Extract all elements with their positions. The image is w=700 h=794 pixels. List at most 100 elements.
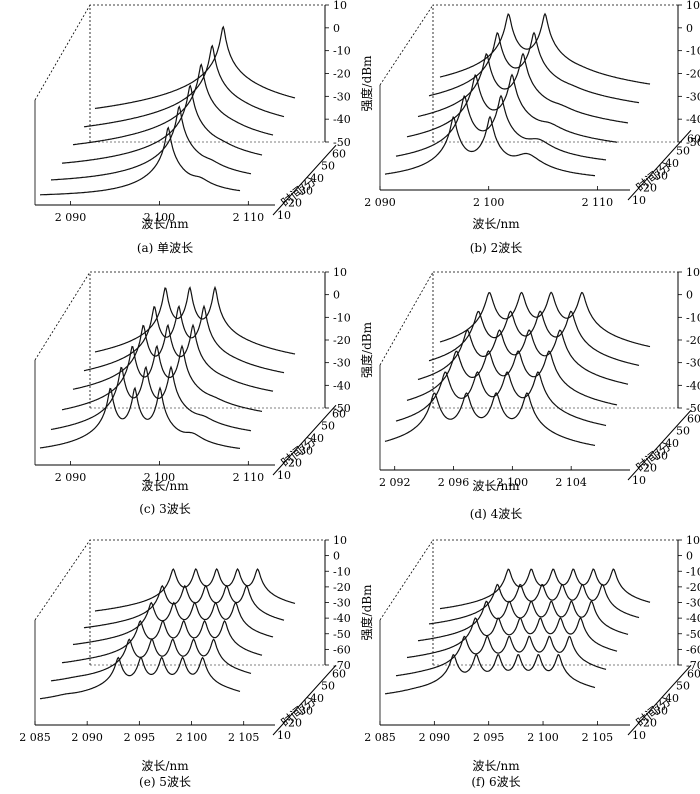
- time-tick-label: 30: [654, 169, 668, 182]
- chart-panel-c: 10 0 -10 -20 -30 -40 -50 强度/dBm 2 090 2 100 2 110 1…: [34, 266, 374, 516]
- wavelength-axis-label: 波长/nm: [472, 759, 520, 773]
- intensity-axis-label: 强度/dBm: [359, 321, 374, 378]
- intensity-tick-label: -50: [686, 628, 700, 641]
- time-tick-label: 10: [632, 729, 646, 742]
- intensity-tick-label: -10: [686, 45, 700, 58]
- left-wall-top-edge: [379, 539, 434, 621]
- panel-caption: (b) 2波长: [470, 241, 523, 255]
- intensity-tick-label: 10: [686, 534, 700, 547]
- time-tick-label: 60: [332, 667, 346, 680]
- time-tick-label: 20: [643, 717, 657, 730]
- time-tick-label: 50: [676, 145, 690, 158]
- intensity-tick-label: -40: [686, 113, 700, 126]
- intensity-tick-label: -20: [686, 334, 700, 347]
- intensity-tick-label: -10: [686, 311, 700, 324]
- panel-caption: (d) 4波长: [470, 507, 523, 521]
- back-wall-frame: [89, 271, 325, 408]
- spectrum-trace-t30: [406, 73, 618, 143]
- time-tick-label: 60: [687, 412, 700, 425]
- intensity-tick-label: -30: [333, 357, 351, 370]
- wavelength-tick-label: 2 105: [228, 731, 260, 744]
- spectrum-trace-t30: [61, 84, 263, 164]
- intensity-tick-label: -30: [686, 597, 700, 610]
- time-tick-label: 10: [277, 209, 291, 222]
- intensity-tick-label: -50: [333, 628, 351, 641]
- intensity-tick-label: 10: [333, 266, 347, 279]
- wavelength-tick-label: 2 092: [379, 476, 411, 489]
- intensity-axis-label: 强度/dBm: [359, 55, 374, 112]
- intensity-tick-label: -50: [686, 136, 700, 149]
- wavelength-tick-label: 2 100: [527, 731, 559, 744]
- wavelength-tick-label: 2 100: [497, 476, 529, 489]
- spectrum-trace-t20: [395, 371, 607, 427]
- intensity-tick-label: -30: [333, 90, 351, 103]
- intensity-tick-label: -50: [333, 136, 351, 149]
- intensity-tick-label: 0: [333, 22, 340, 35]
- spectrum-trace-t10: [384, 115, 595, 177]
- intensity-tick-label: -30: [686, 357, 700, 370]
- spectrum-trace-t30: [61, 619, 263, 664]
- wavelength-tick-label: 2 085: [19, 731, 51, 744]
- wavelength-axis-label: 波长/nm: [141, 759, 189, 773]
- time-axis: [627, 664, 692, 736]
- time-tick-label: 30: [654, 449, 668, 462]
- intensity-tick-label: -20: [686, 581, 700, 594]
- time-tick-label: 50: [321, 680, 335, 693]
- time-tick-label: 30: [299, 444, 313, 457]
- spectrum-trace-t50: [428, 310, 640, 366]
- wavelength-tick-label: 2 090: [419, 731, 451, 744]
- time-tick-label: 60: [332, 407, 346, 420]
- panel-caption: (f) 6波长: [471, 775, 520, 789]
- intensity-tick-label: -20: [333, 581, 351, 594]
- spectrum-trace-t60: [439, 12, 651, 85]
- spectrum-trace-t60: [439, 568, 651, 610]
- time-tick-label: 30: [299, 184, 313, 197]
- time-axis: [272, 144, 337, 216]
- time-tick-label: 20: [643, 462, 657, 475]
- wavelength-axis-label: 波长/nm: [472, 479, 520, 493]
- spectrum-trace-t10: [40, 126, 241, 196]
- back-wall-frame: [89, 4, 325, 142]
- wavelength-tick-label: 2 110: [233, 211, 265, 224]
- wavelength-tick-label: 2 096: [438, 476, 470, 489]
- panel-caption: (e) 5波长: [139, 775, 191, 789]
- intensity-tick-label: -30: [333, 597, 351, 610]
- intensity-tick-label: 10: [686, 266, 700, 279]
- time-tick-label: 40: [665, 157, 679, 170]
- intensity-tick-label: 0: [686, 289, 693, 302]
- intensity-tick-label: 0: [333, 550, 340, 563]
- time-axis: [627, 129, 692, 201]
- time-tick-label: 60: [687, 667, 700, 680]
- wavelength-tick-label: 2 095: [124, 731, 156, 744]
- wavelength-tick-label: 2 110: [582, 196, 614, 209]
- time-tick-label: 50: [676, 425, 690, 438]
- intensity-tick-label: -10: [333, 45, 351, 58]
- wavelength-axis-label: 波长/nm: [141, 217, 189, 231]
- spectrum-trace-t20: [395, 635, 607, 677]
- time-tick-label: 10: [632, 474, 646, 487]
- spectrum-trace-t40: [417, 329, 629, 385]
- spectrum-trace-t50: [83, 304, 285, 374]
- time-tick-label: 40: [310, 692, 324, 705]
- left-wall-top-edge: [379, 4, 434, 86]
- spectrum-trace-t40: [72, 63, 274, 146]
- spectrum-trace-t60: [94, 285, 296, 355]
- wavelength-tick-label: 2 090: [364, 196, 396, 209]
- intensity-tick-label: -20: [686, 68, 700, 81]
- panel-caption: (a) 单波长: [137, 241, 193, 255]
- wavelength-tick-label: 2 090: [55, 211, 87, 224]
- intensity-tick-label: 0: [333, 289, 340, 302]
- left-wall-top-edge: [34, 271, 91, 361]
- intensity-tick-label: -20: [333, 334, 351, 347]
- time-tick-label: 20: [288, 717, 302, 730]
- wavelength-tick-label: 2 085: [364, 731, 396, 744]
- wavelength-tick-label: 2 095: [473, 731, 505, 744]
- spectrum-trace-t10: [384, 653, 596, 695]
- wavelength-axis-label: 波长/nm: [141, 479, 189, 493]
- left-wall-top-edge: [34, 4, 91, 101]
- wavelength-tick-label: 2 090: [71, 731, 103, 744]
- back-wall-frame: [432, 4, 678, 142]
- wavelength-tick-label: 2 100: [144, 211, 176, 224]
